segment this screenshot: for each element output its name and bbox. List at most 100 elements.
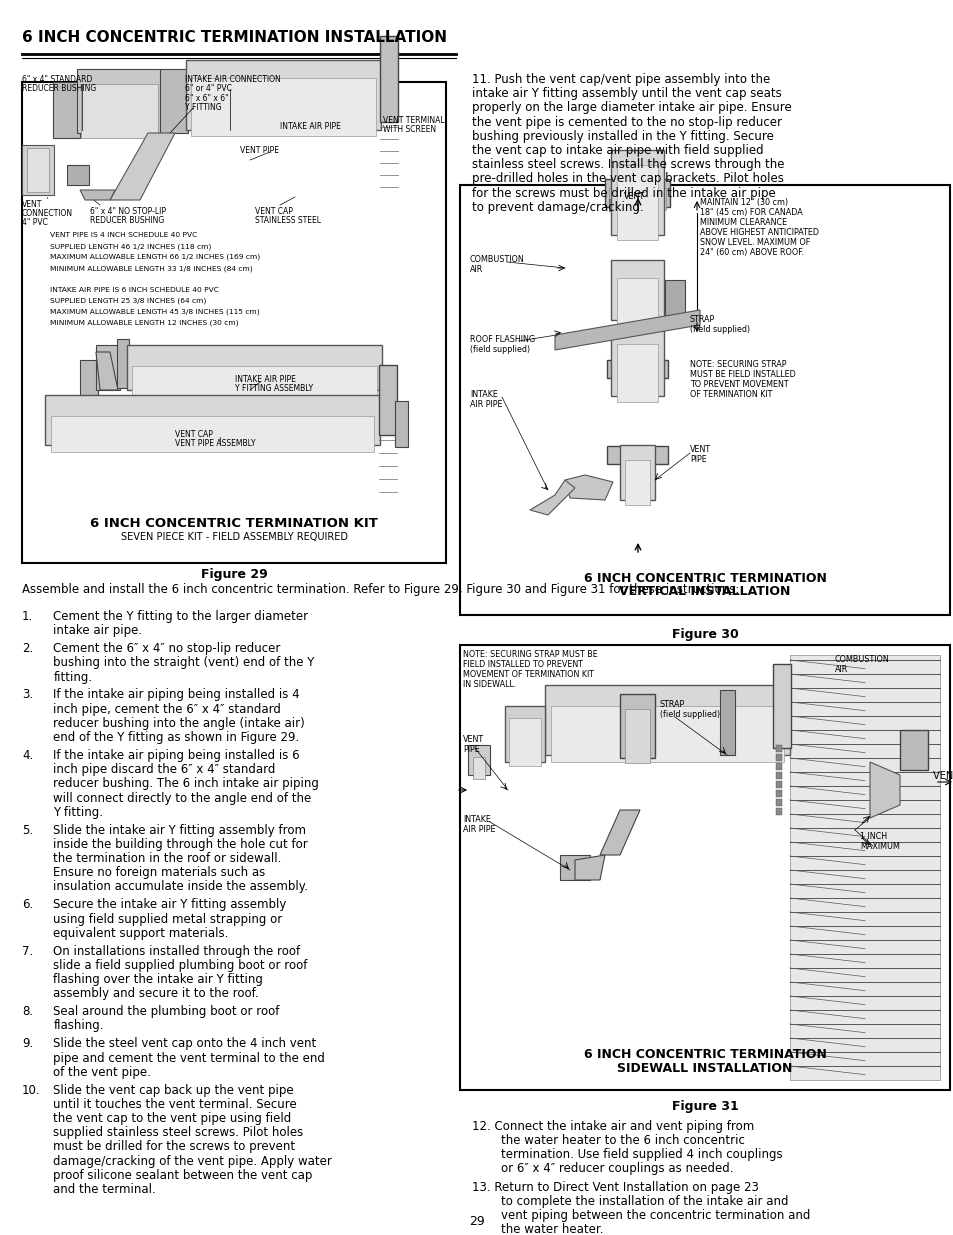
Text: AIR PIPE: AIR PIPE — [470, 400, 502, 409]
Bar — [22, 82, 446, 563]
Text: VENT: VENT — [462, 735, 483, 743]
Text: flashing over the intake air Y fitting: flashing over the intake air Y fitting — [53, 973, 263, 986]
Text: to complete the installation of the intake air and: to complete the installation of the inta… — [500, 1194, 787, 1208]
Bar — [720, 690, 734, 755]
Bar — [504, 706, 544, 762]
Text: INTAKE AIR PIPE IS 6 INCH SCHEDULE 40 PVC: INTAKE AIR PIPE IS 6 INCH SCHEDULE 40 PV… — [50, 287, 218, 293]
Bar — [509, 718, 540, 766]
Bar — [775, 745, 781, 752]
Text: MINIMUM ALLOWABLE LENGTH 33 1/8 INCHES (84 cm): MINIMUM ALLOWABLE LENGTH 33 1/8 INCHES (… — [50, 266, 253, 272]
Text: 5.: 5. — [22, 824, 33, 836]
Text: 6.: 6. — [22, 898, 33, 911]
Text: INTAKE AIR CONNECTION: INTAKE AIR CONNECTION — [185, 75, 280, 84]
Text: INTAKE AIR PIPE: INTAKE AIR PIPE — [280, 122, 340, 131]
Text: SUPPLIED LENGTH 25 3/8 INCHES (64 cm): SUPPLIED LENGTH 25 3/8 INCHES (64 cm) — [50, 298, 206, 305]
Bar — [379, 36, 397, 122]
Text: fitting.: fitting. — [53, 671, 92, 683]
Bar — [117, 338, 129, 388]
Text: the termination in the roof or sidewall.: the termination in the roof or sidewall. — [53, 852, 281, 864]
Text: intake air pipe.: intake air pipe. — [53, 624, 142, 637]
Text: bushing into the straight (vent) end of the Y: bushing into the straight (vent) end of … — [53, 656, 314, 669]
Text: inside the building through the hole cut for: inside the building through the hole cut… — [53, 837, 308, 851]
Text: MAXIMUM ALLOWABLE LENGTH 66 1/2 INCHES (169 cm): MAXIMUM ALLOWABLE LENGTH 66 1/2 INCHES (… — [50, 254, 260, 261]
Text: until it touches the vent terminal. Secure: until it touches the vent terminal. Secu… — [53, 1098, 297, 1110]
Text: 6 INCH CONCENTRIC TERMINATION INSTALLATION: 6 INCH CONCENTRIC TERMINATION INSTALLATI… — [22, 30, 446, 44]
Text: Figure 31: Figure 31 — [671, 1100, 738, 1113]
Text: to prevent damage/cracking.: to prevent damage/cracking. — [472, 201, 643, 214]
Text: If the intake air piping being installed is 4: If the intake air piping being installed… — [53, 688, 300, 701]
Text: of the vent pipe.: of the vent pipe. — [53, 1066, 152, 1078]
Bar — [610, 261, 663, 320]
Text: Secure the intake air Y fitting assembly: Secure the intake air Y fitting assembly — [53, 898, 287, 911]
Bar — [160, 69, 188, 133]
Text: 3.: 3. — [22, 688, 33, 701]
Text: 6 INCH CONCENTRIC TERMINATION: 6 INCH CONCENTRIC TERMINATION — [583, 572, 825, 585]
Text: 10.: 10. — [22, 1083, 41, 1097]
Bar — [617, 345, 658, 403]
Text: VENT: VENT — [624, 191, 645, 201]
Text: the vent pipe is cemented to the no stop-lip reducer: the vent pipe is cemented to the no stop… — [472, 116, 781, 128]
Text: STRAP: STRAP — [659, 700, 684, 709]
Text: AIR: AIR — [470, 266, 483, 274]
Text: INTAKE: INTAKE — [470, 390, 497, 399]
Text: Ensure no foreign materials such as: Ensure no foreign materials such as — [53, 866, 265, 879]
Text: 6 INCH CONCENTRIC TERMINATION: 6 INCH CONCENTRIC TERMINATION — [583, 1049, 825, 1061]
Text: MOVEMENT OF TERMINATION KIT: MOVEMENT OF TERMINATION KIT — [462, 671, 594, 679]
Text: 18" (45 cm) FOR CANADA: 18" (45 cm) FOR CANADA — [700, 207, 801, 217]
Text: 7.: 7. — [22, 945, 33, 957]
Text: reducer bushing into the angle (intake air): reducer bushing into the angle (intake a… — [53, 716, 305, 730]
Bar — [191, 78, 375, 136]
Text: INTAKE AIR PIPE: INTAKE AIR PIPE — [234, 375, 295, 384]
Bar — [606, 446, 667, 464]
Bar — [22, 144, 54, 195]
Text: 6" x 4" NO STOP-LIP: 6" x 4" NO STOP-LIP — [90, 207, 166, 216]
Text: bushing previously installed in the Y fitting. Secure: bushing previously installed in the Y fi… — [472, 130, 773, 143]
Text: SIDEWALL INSTALLATION: SIDEWALL INSTALLATION — [617, 1062, 792, 1074]
Bar — [899, 730, 927, 769]
Text: Cement the Y fitting to the larger diameter: Cement the Y fitting to the larger diame… — [53, 610, 308, 622]
Bar — [664, 280, 684, 315]
Text: 4.: 4. — [22, 748, 33, 762]
Bar — [53, 82, 80, 138]
Bar — [775, 790, 781, 797]
Text: (field supplied): (field supplied) — [470, 345, 530, 354]
Text: vent piping between the concentric termination and: vent piping between the concentric termi… — [500, 1209, 809, 1221]
Text: termination. Use field supplied 4 inch couplings: termination. Use field supplied 4 inch c… — [500, 1147, 781, 1161]
Text: OF TERMINATION KIT: OF TERMINATION KIT — [689, 390, 772, 399]
Polygon shape — [530, 480, 575, 515]
Bar — [96, 345, 120, 390]
Text: end of the Y fitting as shown in Figure 29.: end of the Y fitting as shown in Figure … — [53, 731, 299, 743]
Text: Cement the 6″ x 4″ no stop-lip reducer: Cement the 6″ x 4″ no stop-lip reducer — [53, 642, 280, 655]
Bar — [775, 763, 781, 769]
Text: 6" x 6" x 6": 6" x 6" x 6" — [185, 94, 229, 103]
Text: ABOVE HIGHEST ANTICIPATED: ABOVE HIGHEST ANTICIPATED — [700, 228, 818, 237]
Text: supplied stainless steel screws. Pilot holes: supplied stainless steel screws. Pilot h… — [53, 1126, 303, 1139]
Text: damage/cracking of the vent pipe. Apply water: damage/cracking of the vent pipe. Apply … — [53, 1155, 332, 1167]
Text: VENT PIPE ASSEMBLY: VENT PIPE ASSEMBLY — [174, 438, 255, 448]
Text: NOTE: SECURING STRAP MUST BE: NOTE: SECURING STRAP MUST BE — [462, 650, 598, 659]
Text: Y FITTING: Y FITTING — [185, 103, 221, 112]
Text: VENT: VENT — [22, 200, 42, 209]
Bar — [775, 772, 781, 779]
Text: flashing.: flashing. — [53, 1019, 104, 1032]
Text: VENT: VENT — [689, 445, 710, 454]
Text: REDUCER BUSHING: REDUCER BUSHING — [90, 216, 164, 225]
Text: for the screws must be drilled in the intake air pipe: for the screws must be drilled in the in… — [472, 186, 775, 200]
Text: 6" or 4" PVC: 6" or 4" PVC — [185, 84, 232, 93]
Text: the vent cap to intake air pipe with field supplied: the vent cap to intake air pipe with fie… — [472, 144, 763, 157]
Text: FIELD INSTALLED TO PREVENT: FIELD INSTALLED TO PREVENT — [462, 659, 582, 669]
Bar — [647, 199, 658, 211]
Text: On installations installed through the roof: On installations installed through the r… — [53, 945, 300, 957]
Text: WITH SCREEN: WITH SCREEN — [382, 125, 436, 135]
Text: reducer bushing. The 6 inch intake air piping: reducer bushing. The 6 inch intake air p… — [53, 777, 319, 790]
Text: MINIMUM CLEARANCE: MINIMUM CLEARANCE — [700, 219, 786, 227]
Text: Figure 30: Figure 30 — [671, 629, 738, 641]
Text: 1 INCH: 1 INCH — [859, 832, 886, 841]
Bar — [67, 165, 89, 185]
Polygon shape — [110, 133, 174, 200]
Bar — [45, 395, 379, 445]
Text: Slide the vent cap back up the vent pipe: Slide the vent cap back up the vent pipe — [53, 1083, 294, 1097]
Text: VENT TERMINAL: VENT TERMINAL — [382, 116, 444, 125]
Text: ROOF FLASHING: ROOF FLASHING — [470, 335, 535, 345]
Text: 13. Return to Direct Vent Installation on page 23: 13. Return to Direct Vent Installation o… — [472, 1181, 759, 1194]
